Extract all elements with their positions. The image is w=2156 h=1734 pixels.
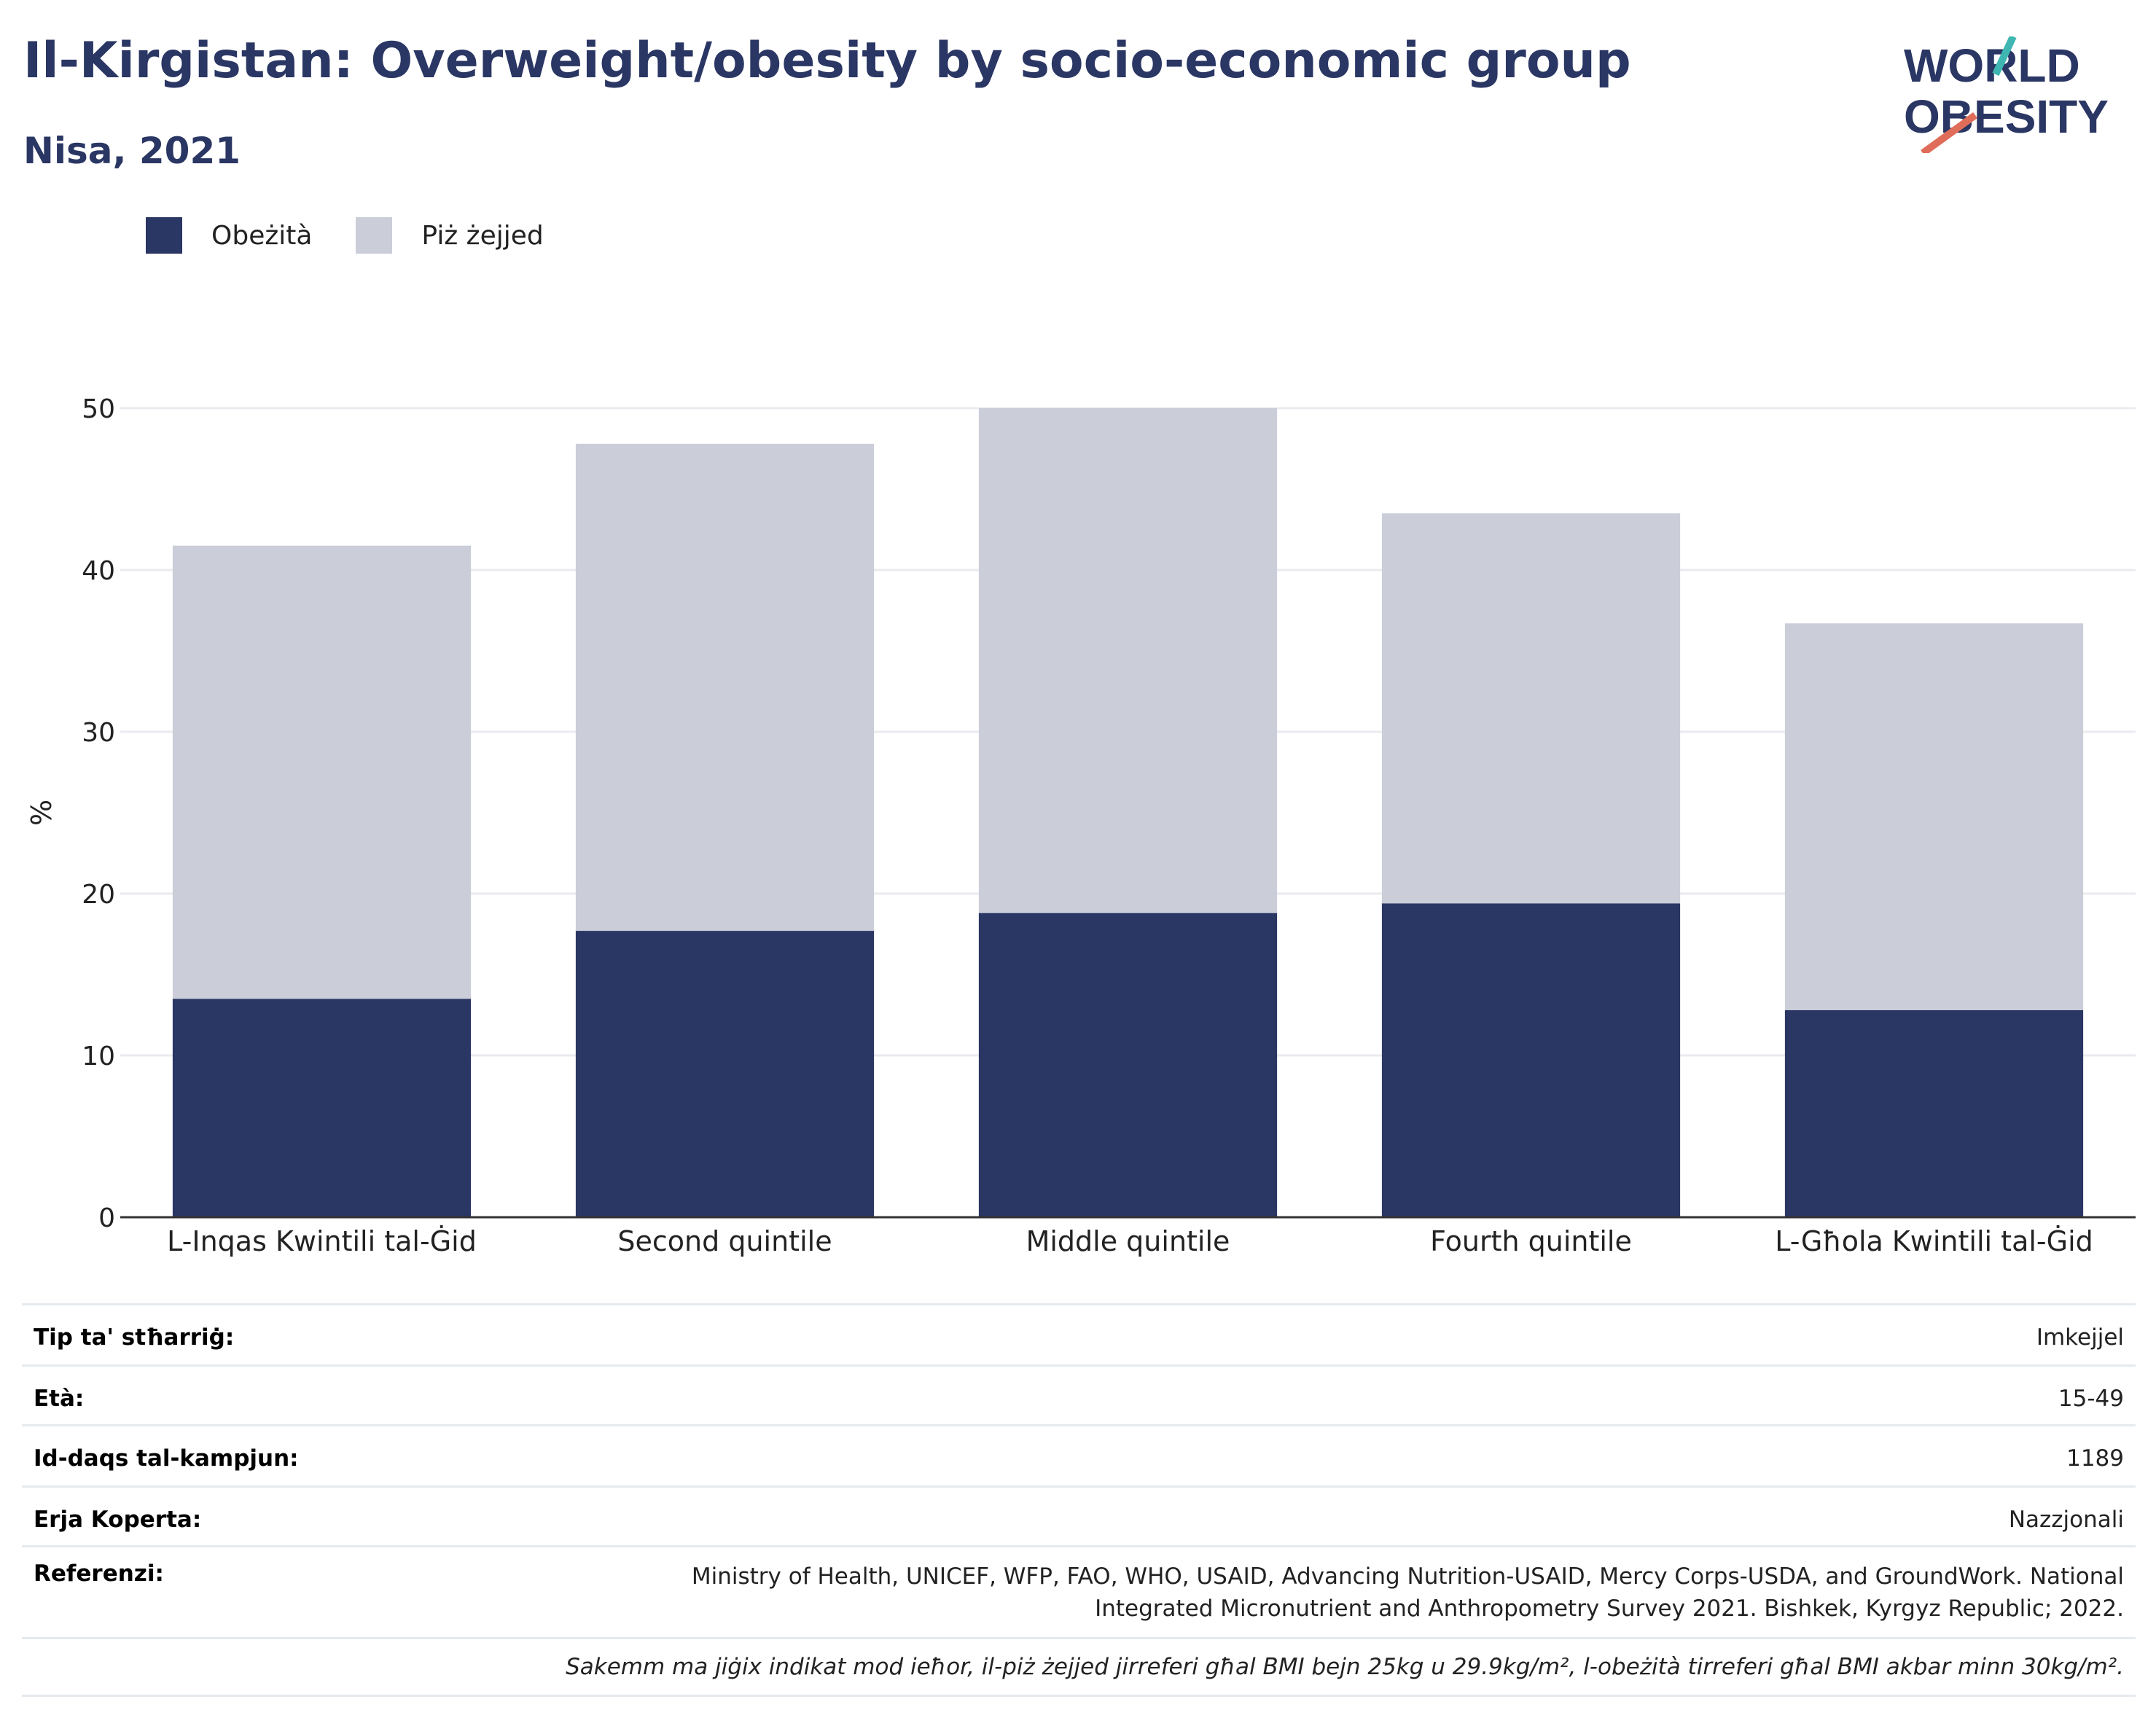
bar-obesity-1 <box>172 999 472 1217</box>
bar-overweight-3 <box>978 408 1278 913</box>
logo-line1: WORLD <box>1904 39 2080 92</box>
y-axis-label: % <box>26 800 58 826</box>
y-tick-label: 0 <box>98 1203 115 1233</box>
legend-item-obesity[interactable]: Obeżità <box>146 217 334 254</box>
info-key: Età: <box>34 1386 85 1412</box>
chart-title: Il-Kirgistan: Overweight/obesity by soci… <box>23 32 1631 90</box>
legend-swatch-obesity <box>146 217 182 254</box>
info-value: 15-49 <box>2058 1386 2124 1412</box>
references-text: Ministry of Health, UNICEF, WFP, FAO, WH… <box>692 1561 2124 1625</box>
logo-slash-teal <box>1992 36 2017 77</box>
x-tick-label: Fourth quintile <box>1430 1225 1632 1257</box>
bar-overweight-5 <box>1784 623 2084 1010</box>
definition-note: Sakemm ma jiġix indikat mod ieħor, il-pi… <box>22 1637 2136 1697</box>
info-row-age: Età: 15-49 <box>22 1364 2136 1424</box>
x-tick-label: Second quintile <box>617 1225 832 1257</box>
info-value: Imkejjel <box>2036 1324 2124 1351</box>
info-key: Referenzi: <box>34 1561 164 1587</box>
bar-overweight-2 <box>575 443 875 932</box>
y-tick-label: 50 <box>82 394 115 424</box>
info-value: 1189 <box>2066 1445 2124 1472</box>
y-tick-label: 30 <box>82 718 115 748</box>
info-key: Id-daqs tal-kampjun: <box>34 1445 299 1472</box>
info-key: Erja Koperta: <box>34 1507 202 1533</box>
bar-overweight-1 <box>172 545 472 999</box>
logo-slash-coral <box>1921 112 1977 153</box>
legend-swatch-overweight <box>356 217 393 254</box>
bar-obesity-4 <box>1381 903 1681 1217</box>
info-row-sample-size: Id-daqs tal-kampjun: 1189 <box>22 1424 2136 1485</box>
x-tick-label: L-Inqas Kwintili tal-Ġid <box>167 1225 477 1257</box>
info-row-area: Erja Koperta: Nazzjonali <box>22 1485 2136 1545</box>
world-obesity-logo: WORLD OBESITY <box>1904 36 2109 153</box>
bar-obesity-5 <box>1784 1009 2084 1217</box>
info-table: Tip ta' stħarriġ: Imkejjel Età: 15-49 Id… <box>22 1303 2136 1697</box>
info-row-references: Referenzi: Ministry of Health, UNICEF, W… <box>22 1545 2136 1637</box>
info-key: Tip ta' stħarriġ: <box>34 1324 235 1351</box>
info-value: Nazzjonali <box>2008 1507 2124 1533</box>
logo-line2: OBESITY <box>1904 90 2109 143</box>
legend: Obeżità Piż żejjed <box>146 217 566 254</box>
x-tick-label: L-Għola Kwintili tal-Ġid <box>1775 1225 2093 1257</box>
bar-obesity-2 <box>575 931 875 1217</box>
chart-subtitle: Nisa, 2021 <box>23 130 241 172</box>
legend-label-obesity: Obeżità <box>211 220 313 251</box>
stacked-bar-chart: 0 10 20 30 40 50% L-Inqas Kwintili tal-Ġid Seco… <box>26 394 2136 1257</box>
bar-obesity-3 <box>978 913 1278 1217</box>
y-tick-label: 20 <box>82 880 115 910</box>
references-line1: Ministry of Health, UNICEF, WFP, FAO, WH… <box>691 1563 2124 1590</box>
y-tick-label: 40 <box>82 556 115 586</box>
references-line2: Integrated Micronutrient and Anthropomet… <box>1095 1596 2124 1622</box>
legend-item-overweight[interactable]: Piż żejjed <box>356 217 565 254</box>
y-tick-label: 10 <box>82 1042 115 1071</box>
legend-label-overweight: Piż żejjed <box>421 220 544 251</box>
info-row-survey-type: Tip ta' stħarriġ: Imkejjel <box>22 1303 2136 1364</box>
x-tick-label: Middle quintile <box>1026 1225 1230 1257</box>
bar-overweight-4 <box>1381 513 1681 904</box>
